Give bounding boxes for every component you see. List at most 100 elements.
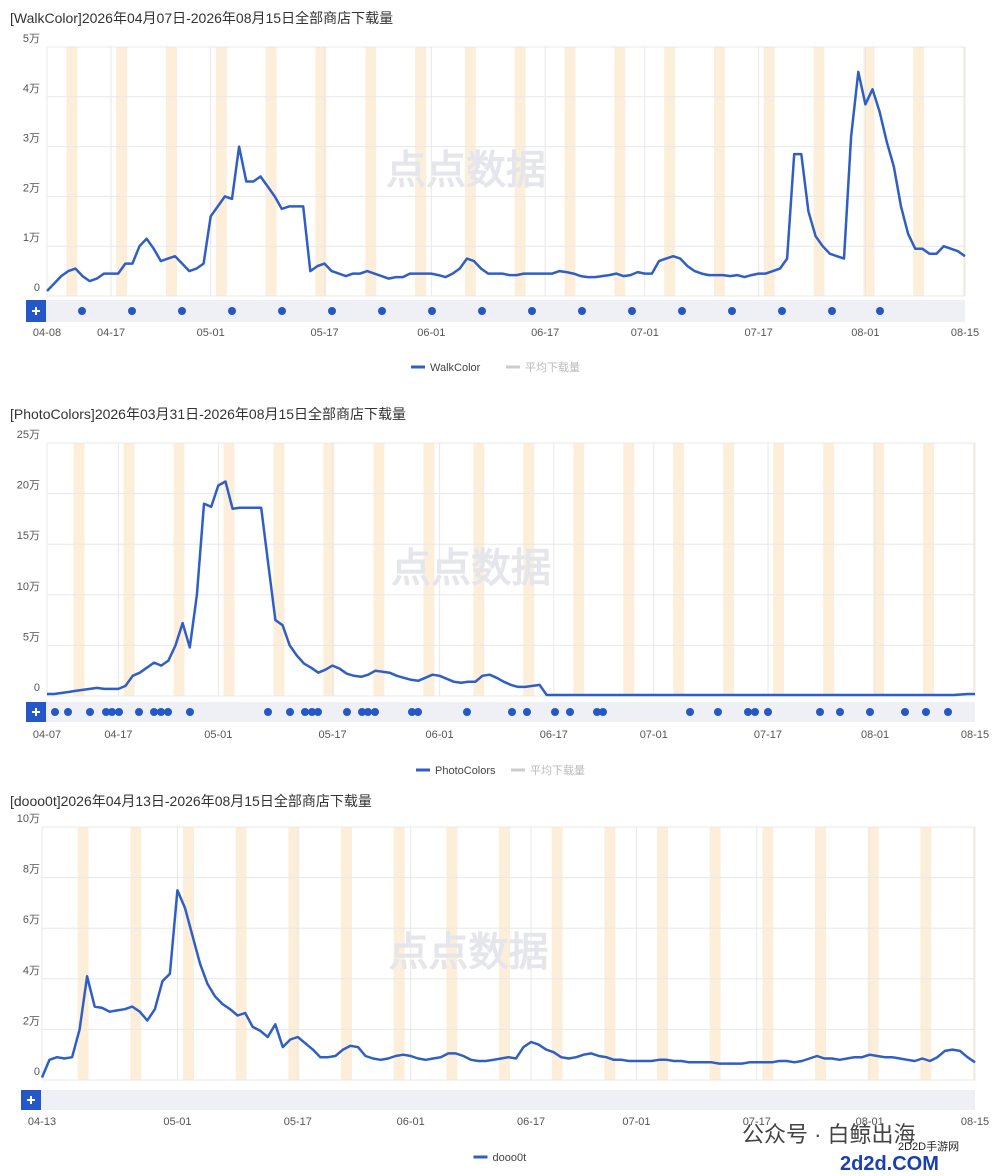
y-tick-label: 5万 bbox=[23, 631, 40, 643]
weekend-band bbox=[473, 443, 485, 696]
x-tick-label: 06-01 bbox=[426, 729, 454, 741]
event-dot[interactable] bbox=[922, 708, 930, 716]
event-dot[interactable] bbox=[551, 708, 559, 716]
event-dot[interactable] bbox=[186, 708, 194, 716]
event-dot[interactable] bbox=[164, 708, 172, 716]
chart-title: [WalkColor]2026年04月07日-2026年08月15日全部商店下载… bbox=[10, 10, 393, 26]
y-tick-label: 2万 bbox=[23, 182, 40, 194]
weekend-band bbox=[773, 443, 785, 696]
event-dot[interactable] bbox=[764, 708, 772, 716]
weekend-band bbox=[813, 47, 825, 296]
event-dot[interactable] bbox=[578, 307, 586, 315]
event-dot[interactable] bbox=[686, 708, 694, 716]
event-dot[interactable] bbox=[108, 708, 116, 716]
event-dot[interactable] bbox=[378, 307, 386, 315]
event-strip bbox=[22, 1090, 975, 1110]
legend-label[interactable]: 平均下载量 bbox=[525, 361, 580, 374]
weekend-band bbox=[823, 443, 835, 696]
site-watermark: 2D2D手游网 bbox=[898, 1139, 959, 1153]
event-dot[interactable] bbox=[308, 708, 316, 716]
y-tick-label: 3万 bbox=[23, 133, 40, 145]
event-dot[interactable] bbox=[593, 708, 601, 716]
event-dot[interactable] bbox=[728, 307, 736, 315]
chart-watermark: 点点数据 bbox=[391, 547, 551, 591]
legend-label[interactable]: PhotoColors bbox=[435, 765, 496, 777]
event-dot[interactable] bbox=[414, 708, 422, 716]
series-line bbox=[46, 70, 966, 292]
event-dot[interactable] bbox=[102, 708, 110, 716]
event-dot[interactable] bbox=[944, 708, 952, 716]
event-dot[interactable] bbox=[836, 708, 844, 716]
weekend-band bbox=[623, 443, 635, 696]
event-dot[interactable] bbox=[678, 307, 686, 315]
event-dot[interactable] bbox=[228, 307, 236, 315]
event-dot[interactable] bbox=[328, 307, 336, 315]
weekend-band bbox=[863, 47, 875, 296]
event-dot[interactable] bbox=[508, 708, 516, 716]
event-dot[interactable] bbox=[523, 708, 531, 716]
event-dot[interactable] bbox=[128, 307, 136, 315]
event-dot[interactable] bbox=[135, 708, 143, 716]
weekend-band bbox=[288, 827, 300, 1080]
event-dot[interactable] bbox=[150, 708, 158, 716]
y-tick-label: 8万 bbox=[23, 864, 40, 876]
legend-label[interactable]: 平均下载量 bbox=[530, 764, 585, 777]
event-dot[interactable] bbox=[628, 307, 636, 315]
event-dot[interactable] bbox=[86, 708, 94, 716]
event-dot[interactable] bbox=[463, 708, 471, 716]
event-dot[interactable] bbox=[364, 708, 372, 716]
x-tick-label: 08-15 bbox=[961, 1116, 989, 1128]
event-dot[interactable] bbox=[264, 708, 272, 716]
x-tick-label: 07-01 bbox=[640, 729, 668, 741]
event-dot[interactable] bbox=[371, 708, 379, 716]
y-tick-label: 4万 bbox=[23, 83, 40, 95]
weekend-band bbox=[814, 827, 826, 1080]
series-line bbox=[47, 480, 975, 697]
event-dot[interactable] bbox=[343, 708, 351, 716]
y-tick-label: 10万 bbox=[17, 581, 40, 593]
event-dot[interactable] bbox=[528, 307, 536, 315]
event-dot[interactable] bbox=[408, 708, 416, 716]
event-dot[interactable] bbox=[478, 307, 486, 315]
y-tick-label: 10万 bbox=[17, 813, 40, 825]
event-dot[interactable] bbox=[78, 307, 86, 315]
event-dot[interactable] bbox=[178, 307, 186, 315]
event-dot[interactable] bbox=[828, 307, 836, 315]
expand-icon bbox=[32, 307, 40, 315]
event-dot[interactable] bbox=[778, 307, 786, 315]
x-tick-label: 06-17 bbox=[540, 729, 568, 741]
event-dot[interactable] bbox=[744, 708, 752, 716]
event-dot[interactable] bbox=[51, 708, 59, 716]
x-tick-label: 05-17 bbox=[310, 327, 338, 339]
event-dot[interactable] bbox=[301, 708, 309, 716]
event-dot[interactable] bbox=[901, 708, 909, 716]
event-dot[interactable] bbox=[751, 708, 759, 716]
event-dot[interactable] bbox=[566, 708, 574, 716]
event-dot[interactable] bbox=[816, 708, 824, 716]
legend-label[interactable]: dooo0t bbox=[493, 1152, 527, 1164]
y-tick-label: 0 bbox=[34, 282, 40, 294]
legend-label[interactable]: WalkColor bbox=[430, 362, 481, 374]
weekend-band bbox=[920, 827, 932, 1080]
weekend-band bbox=[673, 443, 685, 696]
event-dot[interactable] bbox=[714, 708, 722, 716]
event-dot[interactable] bbox=[115, 708, 123, 716]
event-dot[interactable] bbox=[314, 708, 322, 716]
x-tick-label: 04-17 bbox=[97, 327, 125, 339]
event-dot[interactable] bbox=[157, 708, 165, 716]
event-dot[interactable] bbox=[876, 307, 884, 315]
weekend-band bbox=[116, 47, 128, 296]
event-dot[interactable] bbox=[286, 708, 294, 716]
weekend-band bbox=[763, 47, 775, 296]
x-tick-label: 07-01 bbox=[622, 1116, 650, 1128]
event-dot[interactable] bbox=[599, 708, 607, 716]
weekend-band bbox=[77, 827, 89, 1080]
weekend-band bbox=[73, 443, 85, 696]
event-dot[interactable] bbox=[64, 708, 72, 716]
weekend-band bbox=[215, 47, 227, 296]
event-dot[interactable] bbox=[428, 307, 436, 315]
event-dot[interactable] bbox=[358, 708, 366, 716]
y-tick-label: 5万 bbox=[23, 33, 40, 45]
event-dot[interactable] bbox=[866, 708, 874, 716]
event-dot[interactable] bbox=[278, 307, 286, 315]
